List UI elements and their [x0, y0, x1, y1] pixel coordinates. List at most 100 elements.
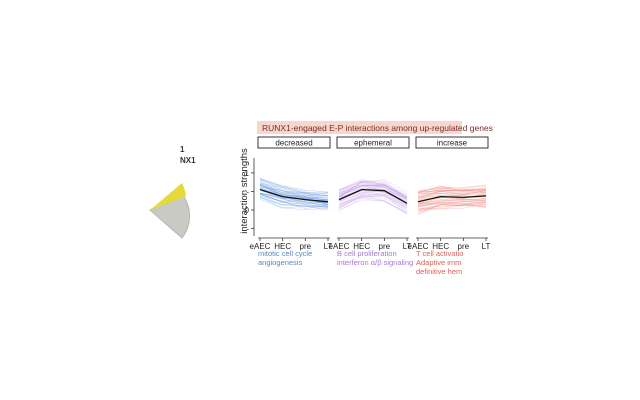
interaction-line — [338, 184, 408, 198]
x-tick-label: pre — [300, 242, 312, 251]
interaction-line — [259, 194, 329, 206]
interaction-line — [259, 181, 329, 199]
interaction-line — [338, 196, 408, 213]
interaction-line — [417, 184, 487, 191]
interaction-line — [259, 178, 329, 197]
panel-title-box — [257, 136, 331, 149]
pie-slice-yellow — [150, 183, 186, 210]
chart-title-band — [257, 121, 462, 134]
interaction-line — [259, 180, 329, 201]
interaction-line — [338, 194, 408, 215]
interaction-line — [338, 185, 408, 202]
interaction-line — [417, 200, 487, 205]
enrichment-term: definitive hem — [416, 267, 462, 276]
x-tick-label: eAEC — [250, 242, 271, 251]
interaction-line — [338, 183, 408, 202]
interaction-line — [259, 184, 329, 200]
interaction-line — [338, 186, 408, 204]
interaction-line — [338, 184, 408, 199]
interaction-line — [417, 189, 487, 200]
interaction-line — [259, 196, 329, 211]
enrichment-term: B cell proliferation — [337, 249, 397, 258]
interaction-line — [417, 198, 487, 206]
side-label-line2: NX1 — [180, 156, 196, 165]
interaction-line — [338, 180, 408, 195]
interaction-line — [259, 183, 329, 197]
interaction-line — [259, 177, 329, 193]
interaction-line — [259, 178, 329, 193]
interaction-line — [417, 188, 487, 198]
interaction-line — [338, 192, 408, 207]
x-tick-label: eAEC — [408, 242, 429, 251]
interaction-line — [259, 195, 329, 210]
interaction-line — [338, 181, 408, 199]
interaction-line — [338, 181, 408, 198]
interaction-line — [259, 179, 329, 194]
interaction-line — [338, 194, 408, 209]
panel-title: increase — [437, 139, 468, 148]
interaction-line — [338, 184, 408, 197]
panel-title: ephemeral — [354, 139, 392, 148]
interaction-line — [417, 187, 487, 193]
x-tick-label: LT — [482, 242, 491, 251]
interaction-line — [417, 201, 487, 212]
interaction-line — [417, 199, 487, 208]
y-tick-label: 0 — [245, 206, 250, 215]
interaction-line — [338, 179, 408, 193]
interaction-line — [417, 198, 487, 207]
interaction-line — [417, 192, 487, 200]
interaction-line — [338, 185, 408, 199]
interaction-line — [259, 192, 329, 209]
interaction-line — [338, 192, 408, 207]
interaction-line — [338, 181, 408, 198]
interaction-line — [338, 188, 408, 198]
interaction-line — [259, 189, 329, 202]
y-tick-label: 1 — [245, 169, 250, 178]
interaction-line — [259, 193, 329, 206]
panel-decreased: decreased eAEC HEC pre LT mitotic cell cyclea… — [250, 136, 332, 267]
interaction-line — [259, 179, 329, 197]
interaction-line — [259, 183, 329, 199]
interaction-line — [417, 190, 487, 197]
interaction-line — [417, 205, 487, 210]
x-tick-label: eAEC — [329, 242, 350, 251]
interaction-line — [417, 204, 487, 215]
interaction-line — [259, 193, 329, 208]
enrichment-term: Adaptive imm — [416, 258, 461, 267]
interaction-line — [417, 190, 487, 199]
interaction-line — [338, 180, 408, 199]
interaction-line — [417, 189, 487, 195]
x-tick-label: HEC — [274, 242, 291, 251]
left-fragment: 1 NX1 — [149, 145, 196, 239]
y-tick-label: - — [246, 187, 249, 196]
enrichment-term: mitotic cell cycle — [258, 249, 312, 258]
panel-lines — [259, 177, 329, 211]
interaction-line — [259, 184, 329, 201]
interaction-line — [259, 193, 329, 207]
interaction-line — [417, 186, 487, 193]
chart-title: RUNX1-engaged E-P interactions among up-… — [262, 123, 493, 133]
interaction-line — [417, 201, 487, 208]
y-axis-label: interaction strengths — [239, 148, 250, 234]
interaction-line — [259, 184, 329, 197]
interaction-line — [259, 183, 329, 203]
interaction-line — [417, 203, 487, 210]
interaction-line — [338, 184, 408, 200]
panel-title-box — [415, 136, 489, 149]
interaction-line — [417, 202, 487, 212]
enrichment-term: interferon α/β signaling — [337, 258, 413, 267]
interaction-line — [259, 182, 329, 196]
interaction-line — [417, 189, 487, 193]
x-tick-label: HEC — [353, 242, 370, 251]
interaction-line — [417, 198, 487, 207]
enrichment-term: T cell activatio — [416, 249, 463, 258]
interaction-line — [418, 191, 487, 194]
interaction-line — [338, 182, 408, 200]
interaction-line — [259, 198, 329, 211]
interaction-line — [259, 197, 329, 208]
x-tick-label: pre — [379, 242, 391, 251]
mean-line — [259, 188, 329, 203]
mean-line — [417, 195, 487, 203]
